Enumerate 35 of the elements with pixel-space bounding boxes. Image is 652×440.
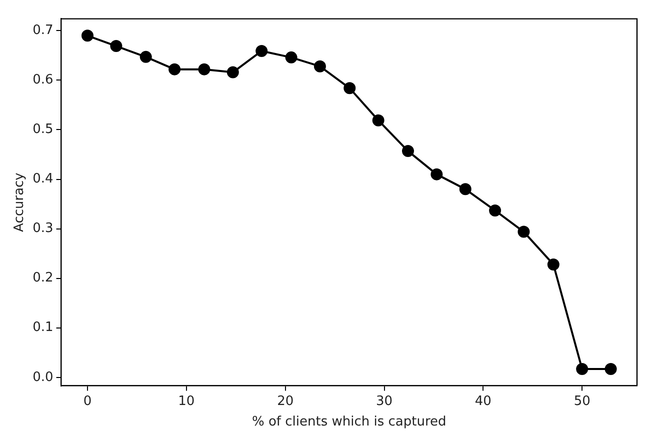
point xyxy=(140,50,152,63)
point xyxy=(604,362,617,375)
point xyxy=(489,204,502,216)
point xyxy=(198,63,210,76)
point xyxy=(372,114,384,126)
y-tick-label: 0.7 xyxy=(32,23,54,38)
y-tick-label: 0.6 xyxy=(32,72,54,88)
point xyxy=(402,145,414,158)
point xyxy=(576,362,588,375)
y-tick-label: 0.0 xyxy=(32,370,54,385)
point xyxy=(518,226,530,238)
point xyxy=(314,60,326,72)
point xyxy=(430,168,443,180)
x-tick-label: 0 xyxy=(83,394,92,409)
point xyxy=(547,258,560,270)
x-tick-label: 30 xyxy=(376,394,393,409)
y-axis-title: Accuracy xyxy=(12,172,28,232)
point xyxy=(81,30,94,42)
point xyxy=(344,82,356,94)
point xyxy=(459,183,472,196)
point xyxy=(226,66,239,78)
y-tick-label: 0.4 xyxy=(32,172,54,187)
x-tick-label: 40 xyxy=(474,394,492,409)
x-tick-label: 50 xyxy=(574,394,590,409)
x-axis-title: % of clients which is captured xyxy=(252,414,446,430)
point xyxy=(168,63,181,76)
x-tick-label: 20 xyxy=(277,394,294,409)
point xyxy=(110,40,122,52)
y-tick-label: 0.5 xyxy=(32,122,54,138)
point xyxy=(285,51,298,64)
y-tick-label: 0.3 xyxy=(32,221,54,236)
point xyxy=(256,44,268,57)
y-tick-label: 0.2 xyxy=(32,270,54,286)
y-tick-label: 0.1 xyxy=(32,320,54,336)
x-tick-label: 10 xyxy=(178,394,195,409)
